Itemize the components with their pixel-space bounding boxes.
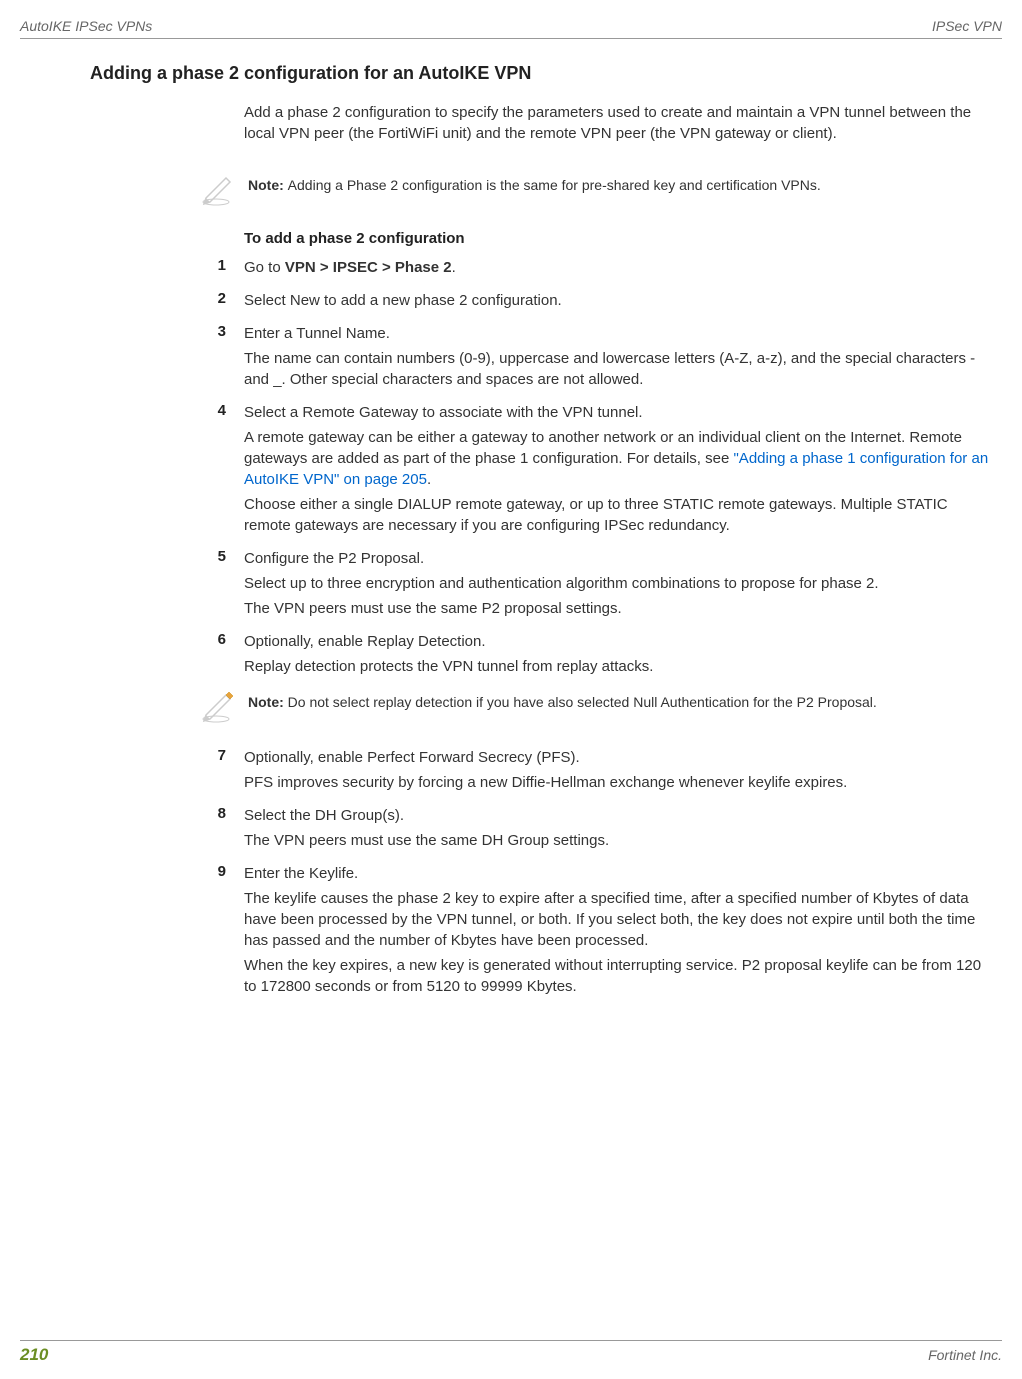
step-text: . <box>452 259 456 276</box>
page-number: 210 <box>20 1345 48 1365</box>
step-number: 7 <box>206 747 244 797</box>
step-text: Select New to add a new phase 2 configur… <box>244 290 992 311</box>
page-footer: 210 Fortinet Inc. <box>0 1340 1022 1365</box>
step-body: Optionally, enable Replay Detection. Rep… <box>244 631 992 681</box>
note-text-2: Note: Do not select replay detection if … <box>248 689 877 713</box>
step-text: Replay detection protects the VPN tunnel… <box>244 656 992 677</box>
content-area: Adding a phase 2 configuration for an Au… <box>0 39 1022 1001</box>
step-number: 4 <box>206 402 244 540</box>
step-text: Go to <box>244 259 285 276</box>
step-text: Configure the P2 Proposal. <box>244 548 992 569</box>
step-number: 8 <box>206 805 244 855</box>
note-body: Do not select replay detection if you ha… <box>288 694 877 710</box>
step-body: Select a Remote Gateway to associate wit… <box>244 402 992 540</box>
step-body: Go to VPN > IPSEC > Phase 2. <box>244 257 992 282</box>
step-text: When the key expires, a new key is gener… <box>244 955 992 997</box>
step-text: . <box>427 471 431 488</box>
step-3: 3 Enter a Tunnel Name. The name can cont… <box>206 323 992 394</box>
page-header: AutoIKE IPSec VPNs IPSec VPN <box>0 0 1022 38</box>
step-number: 3 <box>206 323 244 394</box>
step-number: 6 <box>206 631 244 681</box>
step-text: Select up to three encryption and authen… <box>244 573 992 594</box>
note-label: Note: <box>248 177 288 193</box>
footer-company: Fortinet Inc. <box>928 1347 1002 1363</box>
step-5: 5 Configure the P2 Proposal. Select up t… <box>206 548 992 623</box>
step-body: Select New to add a new phase 2 configur… <box>244 290 992 315</box>
step-2: 2 Select New to add a new phase 2 config… <box>206 290 992 315</box>
footer-divider <box>20 1340 1002 1341</box>
footer-content: 210 Fortinet Inc. <box>0 1345 1022 1365</box>
note-pencil-icon <box>200 689 240 723</box>
step-number: 1 <box>206 257 244 282</box>
step-6: 6 Optionally, enable Replay Detection. R… <box>206 631 992 681</box>
step-text: Optionally, enable Perfect Forward Secre… <box>244 747 992 768</box>
step-body: Select the DH Group(s). The VPN peers mu… <box>244 805 992 855</box>
step-text: Choose either a single DIALUP remote gat… <box>244 494 992 536</box>
step-number: 9 <box>206 863 244 1001</box>
step-8: 8 Select the DH Group(s). The VPN peers … <box>206 805 992 855</box>
step-7: 7 Optionally, enable Perfect Forward Sec… <box>206 747 992 797</box>
header-left: AutoIKE IPSec VPNs <box>20 18 152 34</box>
step-text: The name can contain numbers (0-9), uppe… <box>244 348 992 390</box>
step-number: 5 <box>206 548 244 623</box>
step-body: Enter the Keylife. The keylife causes th… <box>244 863 992 1001</box>
note-body: Adding a Phase 2 configuration is the sa… <box>288 177 821 193</box>
step-text: Enter the Keylife. <box>244 863 992 884</box>
note-text-1: Note: Adding a Phase 2 configuration is … <box>248 172 821 196</box>
note-block-2: Note: Do not select replay detection if … <box>200 689 992 723</box>
step-body: Optionally, enable Perfect Forward Secre… <box>244 747 992 797</box>
step-text: Select the DH Group(s). <box>244 805 992 826</box>
step-text: Enter a Tunnel Name. <box>244 323 992 344</box>
note-block-1: Note: Adding a Phase 2 configuration is … <box>200 172 992 206</box>
step-1: 1 Go to VPN > IPSEC > Phase 2. <box>206 257 992 282</box>
intro-paragraph: Add a phase 2 configuration to specify t… <box>244 102 992 144</box>
step-4: 4 Select a Remote Gateway to associate w… <box>206 402 992 540</box>
subsection-title: To add a phase 2 configuration <box>244 230 992 247</box>
header-right: IPSec VPN <box>932 18 1002 34</box>
menu-path: VPN > IPSEC > Phase 2 <box>285 259 452 276</box>
step-body: Configure the P2 Proposal. Select up to … <box>244 548 992 623</box>
step-body: Enter a Tunnel Name. The name can contai… <box>244 323 992 394</box>
step-text: Optionally, enable Replay Detection. <box>244 631 992 652</box>
step-number: 2 <box>206 290 244 315</box>
step-text: The VPN peers must use the same P2 propo… <box>244 598 992 619</box>
section-title: Adding a phase 2 configuration for an Au… <box>90 63 992 84</box>
note-icon <box>200 172 240 206</box>
note-label: Note: <box>248 694 288 710</box>
step-9: 9 Enter the Keylife. The keylife causes … <box>206 863 992 1001</box>
step-text: Select a Remote Gateway to associate wit… <box>244 402 992 423</box>
step-text: The VPN peers must use the same DH Group… <box>244 830 992 851</box>
step-text: PFS improves security by forcing a new D… <box>244 772 992 793</box>
step-text: The keylife causes the phase 2 key to ex… <box>244 888 992 951</box>
